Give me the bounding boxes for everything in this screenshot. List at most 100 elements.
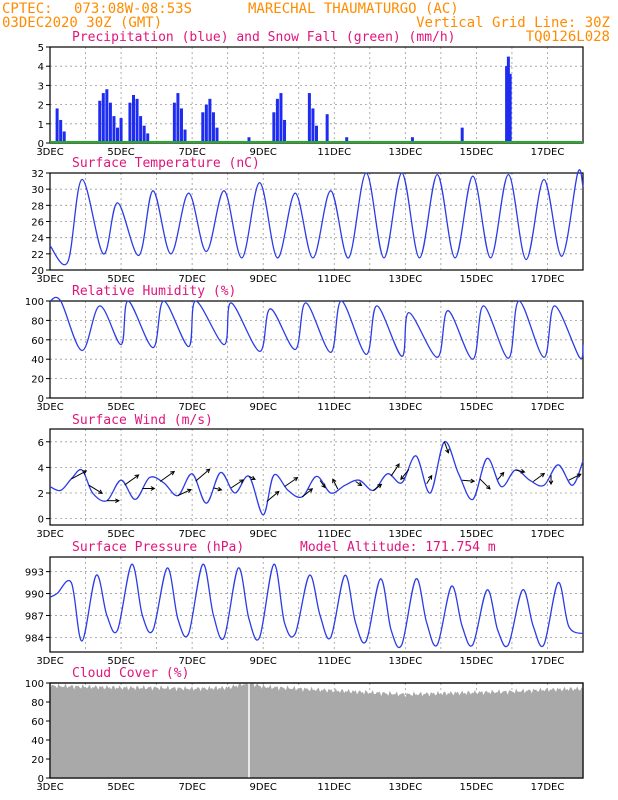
- wind-vector: [462, 479, 475, 482]
- precip-bar: [315, 125, 318, 143]
- wind-vector-head: [250, 475, 256, 480]
- precip-xtick-label: 9DEC: [250, 147, 277, 158]
- precip-xtick-label: 11DEC: [317, 147, 351, 158]
- precip-bar: [204, 104, 208, 143]
- temp-ytick-label: 32: [31, 169, 44, 180]
- cloud-xtick-label: 13DEC: [388, 782, 422, 793]
- wind-vector-head: [321, 483, 326, 489]
- cloud-xtick-label: 9DEC: [250, 782, 277, 793]
- cloud-ytick-label: 80: [31, 698, 44, 709]
- wind-vector-head: [170, 470, 176, 476]
- wind-vector: [195, 468, 211, 482]
- cloud-cover-area: [50, 683, 583, 778]
- pressure-ytick-label: 984: [25, 633, 44, 644]
- wind-vector-head: [134, 474, 140, 479]
- wind-vector: [213, 487, 222, 491]
- rh-ytick-label: 60: [31, 336, 44, 347]
- wind-ytick-label: 0: [38, 515, 44, 526]
- precip-bar: [146, 133, 150, 143]
- precip-xtick-label: 7DEC: [178, 147, 205, 158]
- wind-vector-head: [427, 474, 433, 480]
- wind-vector-head: [205, 468, 211, 474]
- pressure-line: [49, 563, 584, 649]
- precip-bar: [325, 114, 329, 143]
- precip-bar: [132, 95, 136, 143]
- precip-bar: [62, 131, 66, 143]
- wind-vector-head: [239, 479, 245, 484]
- wind-xtick-label: 7DEC: [178, 529, 205, 540]
- temp-title: Surface Temperature (nC): [72, 156, 260, 171]
- cloud-ytick-label: 60: [31, 717, 44, 728]
- wind-vector: [497, 472, 505, 480]
- wind-vector: [332, 478, 339, 490]
- pressure-title: Surface Pressure (hPa): [72, 540, 244, 555]
- precip-bar: [307, 93, 311, 143]
- wind-vector-head: [395, 463, 400, 469]
- cloud-xtick-label: 3DEC: [36, 782, 63, 793]
- temp-xtick-label: 13DEC: [388, 274, 422, 285]
- precip-bar: [247, 137, 251, 143]
- wind-vector: [443, 441, 449, 453]
- precip-ytick-label: 0: [38, 139, 44, 150]
- precip-bar: [215, 127, 219, 143]
- temp-xtick-label: 11DEC: [317, 274, 351, 285]
- wind-xtick-label: 5DEC: [107, 529, 134, 540]
- temp-ytick-label: 26: [31, 218, 44, 229]
- rh-title: Relative Humidity (%): [72, 284, 236, 299]
- wind-xtick-label: 13DEC: [388, 529, 422, 540]
- precip-bar: [272, 112, 276, 143]
- precip-bar: [101, 93, 105, 143]
- precip-xtick-label: 13DEC: [388, 147, 422, 158]
- header-code: TQ0126L028: [526, 29, 610, 45]
- wind-vector-head: [293, 477, 299, 482]
- precip-bar: [211, 112, 215, 143]
- precip-bar: [176, 93, 180, 143]
- pressure-xtick-label: 13DEC: [388, 656, 422, 667]
- cloud-ytick-label: 20: [31, 755, 44, 766]
- pressure-frame: [49, 556, 584, 653]
- precip-title: Precipitation (blue) and Snow Fall (gree…: [72, 30, 456, 45]
- precip-bar: [98, 100, 102, 143]
- wind-xtick-label: 15DEC: [460, 529, 494, 540]
- pressure-ytick-label: 990: [25, 590, 44, 601]
- wind-vector: [479, 478, 491, 490]
- wind-vector: [301, 488, 313, 498]
- wind-vector: [373, 484, 382, 491]
- wind-vector: [284, 477, 298, 488]
- temp-ytick-label: 22: [31, 250, 44, 261]
- precip-bar: [505, 66, 509, 143]
- pressure-xtick-label: 3DEC: [36, 656, 63, 667]
- precip-bar: [139, 116, 143, 143]
- wind-vector-head: [82, 470, 88, 475]
- rh-ytick-label: 80: [31, 316, 44, 327]
- temp-xtick-label: 3DEC: [36, 274, 63, 285]
- wind-vector: [71, 470, 87, 480]
- wind-vector-head: [485, 484, 491, 490]
- cloud-xtick-label: 17DEC: [531, 782, 565, 793]
- wind-vector: [248, 475, 256, 480]
- precip-bar: [410, 137, 414, 143]
- pressure-xtick-label: 17DEC: [531, 656, 565, 667]
- precip-bar: [112, 116, 116, 143]
- humidity-line: [49, 296, 584, 360]
- wind-vector: [124, 474, 139, 486]
- pressure-xtick-label: 5DEC: [107, 656, 134, 667]
- wind-xtick-label: 11DEC: [317, 529, 351, 540]
- cloud-frame-overlay: [49, 682, 584, 779]
- wind-vector: [88, 484, 103, 494]
- precip-bar: [283, 119, 287, 143]
- wind-vector-head: [576, 473, 582, 478]
- cloud-ytick-label: 100: [25, 679, 44, 690]
- wind-vector: [568, 473, 582, 481]
- pressure-altitude: Model Altitude: 171.754 m: [300, 540, 496, 555]
- wind-speed-line: [49, 441, 584, 516]
- precip-bar: [345, 137, 349, 143]
- precip-bar: [508, 73, 512, 143]
- wind-vector-head: [332, 478, 337, 484]
- wind-xtick-label: 9DEC: [250, 529, 277, 540]
- header-location: MARECHAL THAUMATURGO (AC): [248, 1, 459, 17]
- rh-ytick-label: 20: [31, 375, 44, 386]
- precip-bar: [142, 125, 146, 143]
- wind-vector: [266, 491, 280, 502]
